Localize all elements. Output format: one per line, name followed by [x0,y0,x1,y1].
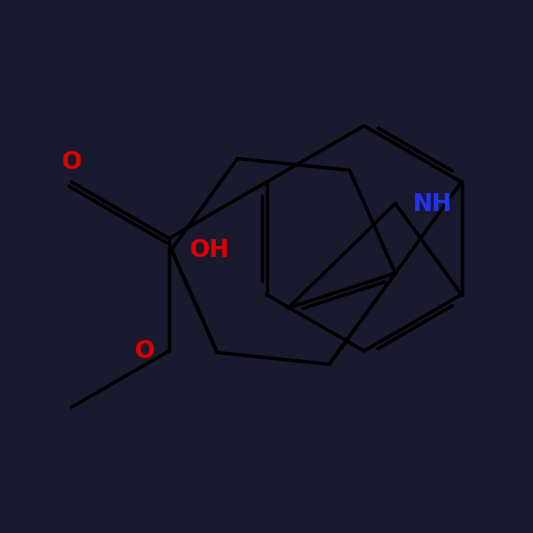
Text: NH: NH [413,191,453,215]
Text: O: O [135,339,155,363]
Text: OH: OH [189,238,229,262]
Text: O: O [61,150,82,174]
